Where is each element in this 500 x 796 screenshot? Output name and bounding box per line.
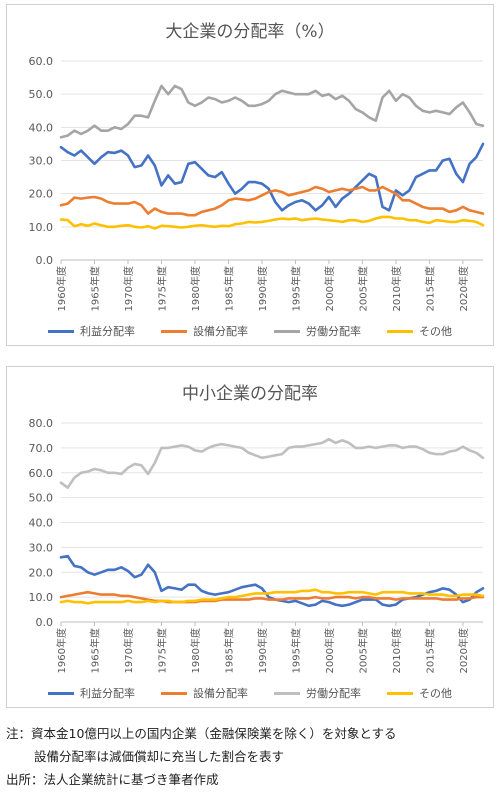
x-tick-label: 2010年度 — [390, 628, 403, 673]
legend-item-profit: 利益分配率 — [48, 323, 135, 339]
footnotes: 注：資本金10億円以上の国内企業（金融保険業を除く）を対象とする 設備分配率は減… — [6, 722, 397, 791]
x-tick-label: 1980年度 — [189, 628, 202, 673]
x-tick-label: 1960年度 — [55, 266, 68, 311]
series-line-3 — [59, 215, 485, 230]
x-tick-label: 1995年度 — [289, 628, 302, 673]
y-tick-label: 0.0 — [36, 254, 54, 267]
y-tick-label: 30.0 — [29, 541, 54, 554]
x-tick-label: 1975年度 — [155, 266, 168, 311]
legend-swatch — [274, 329, 300, 333]
legend-label: 設備分配率 — [193, 325, 248, 338]
chart-legend: 利益分配率 設備分配率 労働分配率 その他 — [7, 323, 493, 339]
series-line-3 — [59, 588, 485, 605]
legend-label: 利益分配率 — [80, 325, 135, 338]
legend-label: 労働分配率 — [306, 687, 361, 700]
x-tick-label: 1975年度 — [155, 628, 168, 673]
y-tick-label: 30.0 — [29, 155, 54, 168]
legend-item-other: その他 — [387, 685, 452, 701]
legend-label: 設備分配率 — [193, 687, 248, 700]
legend-item-other: その他 — [387, 323, 452, 339]
chart-title: 中小企業の分配率 — [182, 384, 318, 404]
legend-swatch — [161, 691, 187, 695]
y-tick-label: 60.0 — [29, 467, 54, 480]
y-tick-label: 50.0 — [29, 492, 54, 505]
legend-swatch — [274, 691, 300, 695]
x-tick-label: 2015年度 — [423, 266, 436, 311]
x-tick-label: 2020年度 — [457, 628, 470, 673]
legend-swatch — [48, 329, 74, 333]
y-tick-label: 80.0 — [29, 417, 54, 430]
x-tick-label: 1985年度 — [222, 628, 235, 673]
x-tick-label: 1985年度 — [222, 266, 235, 311]
legend-swatch — [161, 329, 187, 333]
legend-swatch — [48, 691, 74, 695]
note-equipment-definition: 設備分配率は減価償却に充当した割合を表す — [34, 749, 285, 764]
x-tick-label: 1965年度 — [88, 266, 101, 311]
y-tick-label: 20.0 — [29, 188, 54, 201]
y-tick-label: 40.0 — [29, 517, 54, 530]
x-tick-label: 2000年度 — [323, 266, 336, 311]
series-line-1 — [59, 590, 485, 604]
sme-chart: 中小企業の分配率 0.0 10.0 20.0 30.0 40.0 50.0 60.0 70.0… — [6, 366, 494, 708]
x-tick-label: 1990年度 — [256, 628, 269, 673]
legend-item-labor: 労働分配率 — [274, 685, 361, 701]
x-tick-label: 2010年度 — [390, 266, 403, 311]
y-tick-label: 10.0 — [29, 591, 54, 604]
x-tick-label: 2015年度 — [423, 628, 436, 673]
legend-item-labor: 労働分配率 — [274, 323, 361, 339]
x-tick-label: 1965年度 — [88, 628, 101, 673]
x-tick-label: 1995年度 — [289, 266, 302, 311]
note-source: 出所：法人企業統計に基づき筆者作成 — [6, 772, 219, 787]
x-tick-label: 1980年度 — [189, 266, 202, 311]
sme-plot: 0.0 10.0 20.0 30.0 40.0 50.0 60.0 70.0 80.0 1960年… — [29, 417, 485, 673]
series-line-2 — [59, 437, 485, 489]
legend-label: 利益分配率 — [80, 687, 135, 700]
x-tick-label: 1970年度 — [122, 266, 135, 311]
y-tick-label: 10.0 — [29, 221, 54, 234]
legend-item-equipment: 設備分配率 — [161, 685, 248, 701]
legend-item-profit: 利益分配率 — [48, 685, 135, 701]
series-line-1 — [59, 185, 485, 217]
y-tick-label: 70.0 — [29, 442, 54, 455]
chart-title: 大企業の分配率（%） — [165, 22, 335, 42]
y-tick-label: 20.0 — [29, 566, 54, 579]
y-tick-label: 60.0 — [29, 55, 54, 68]
note-scope: 注：資本金10億円以上の国内企業（金融保険業を除く）を対象とする — [6, 726, 397, 741]
x-tick-label: 2020年度 — [457, 266, 470, 311]
series-line-2 — [59, 84, 485, 139]
large-enterprise-chart: 大企業の分配率（%） 0.0 10.0 20.0 30.0 40.0 50.0 60.0 19… — [6, 4, 494, 346]
chart-legend: 利益分配率 設備分配率 労働分配率 その他 — [7, 685, 493, 701]
y-tick-label: 40.0 — [29, 121, 54, 134]
legend-swatch — [387, 691, 413, 695]
legend-label: その他 — [419, 687, 452, 700]
x-tick-label: 2000年度 — [323, 628, 336, 673]
legend-label: その他 — [419, 325, 452, 338]
series-line-0 — [59, 142, 485, 212]
legend-item-equipment: 設備分配率 — [161, 323, 248, 339]
x-tick-label: 2005年度 — [356, 266, 369, 311]
x-tick-label: 2005年度 — [356, 628, 369, 673]
x-tick-label: 1960年度 — [55, 628, 68, 673]
y-tick-label: 50.0 — [29, 88, 54, 101]
legend-label: 労働分配率 — [306, 325, 361, 338]
x-tick-label: 1990年度 — [256, 266, 269, 311]
legend-swatch — [387, 329, 413, 333]
large-enterprise-plot: 0.0 10.0 20.0 30.0 40.0 50.0 60.0 1960年度 1965年度 1… — [29, 55, 485, 311]
y-tick-label: 0.0 — [36, 616, 54, 629]
x-tick-label: 1970年度 — [122, 628, 135, 673]
